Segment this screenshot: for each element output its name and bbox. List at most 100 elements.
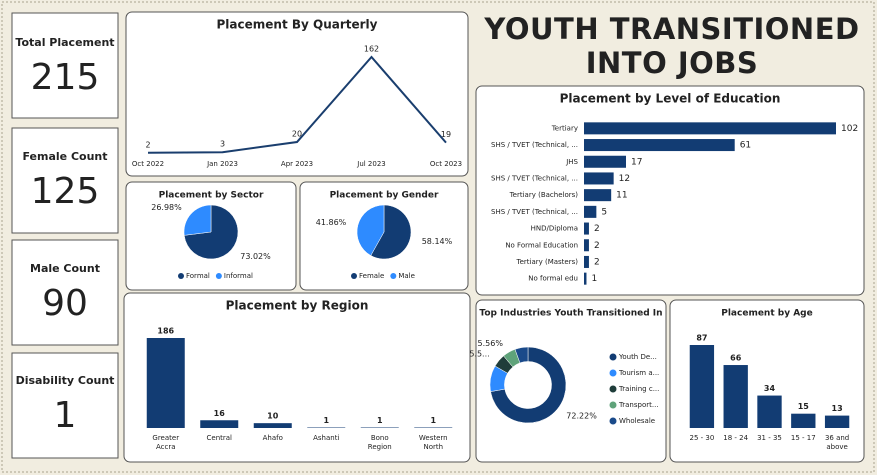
- legend-label: Wholesale: [619, 417, 655, 425]
- x-tick-label: Oct 2022: [132, 160, 164, 168]
- data-label: 5.5...: [469, 350, 489, 359]
- data-label: 1: [430, 416, 436, 425]
- y-tick-label: JHS: [565, 158, 578, 166]
- card: [11, 352, 119, 459]
- data-label: 13: [832, 404, 843, 413]
- bar: [824, 415, 850, 428]
- legend-label: Transport...: [618, 401, 659, 409]
- legend-label: Tourism a...: [618, 369, 659, 377]
- data-label: 26.98%: [151, 203, 182, 212]
- legend-marker: [215, 273, 222, 279]
- chart-title: Top Industries Youth Transitioned In: [479, 309, 662, 319]
- data-label: 186: [157, 327, 174, 336]
- bar: [723, 365, 748, 428]
- x-tick-label: Ashanti: [313, 434, 339, 442]
- bar: [253, 423, 292, 428]
- bar: [584, 122, 836, 135]
- x-tick-label: Western North: [419, 434, 448, 451]
- data-label: 41.86%: [316, 218, 347, 227]
- x-tick-label: 31 - 35: [757, 434, 782, 442]
- card-value: 125: [31, 171, 100, 212]
- card-value: 1: [54, 395, 77, 436]
- legend-marker: [609, 385, 617, 393]
- y-tick-label: Tertiary (Bachelors): [509, 191, 579, 199]
- bar: [200, 420, 239, 428]
- data-label: 61: [740, 141, 751, 151]
- data-label: 20: [292, 130, 302, 139]
- x-tick-label: Jul 2023: [356, 160, 386, 168]
- x-tick-label: 15 - 17: [791, 434, 816, 442]
- x-tick-label: 18 - 24: [723, 434, 748, 442]
- legend-marker: [609, 369, 617, 377]
- legend-marker: [178, 273, 184, 279]
- data-label: 17: [631, 157, 642, 167]
- data-label: 162: [364, 45, 379, 54]
- x-tick-label: Central: [207, 434, 233, 442]
- y-tick-label: No formal edu: [528, 275, 578, 283]
- chart-title: Placement by Level of Education: [560, 92, 781, 106]
- x-tick-label: Apr 2023: [281, 160, 313, 168]
- legend-marker: [609, 401, 617, 409]
- data-label: 3: [220, 140, 225, 149]
- bar: [584, 255, 589, 268]
- legend-marker: [351, 273, 357, 279]
- data-label: 5.56%: [478, 339, 504, 348]
- y-tick-label: Tertiary (Masters): [515, 258, 578, 266]
- panel: [475, 85, 865, 296]
- bar: [791, 413, 816, 428]
- chart-title: Placement by Sector: [159, 191, 264, 201]
- legend-label: Male: [398, 272, 415, 280]
- bar: [584, 222, 589, 235]
- slice: [490, 346, 567, 424]
- slice: [183, 204, 212, 236]
- y-tick-label: No Formal Education: [505, 241, 578, 249]
- slice: [370, 204, 412, 260]
- bar: [584, 239, 589, 252]
- bar: [584, 205, 597, 218]
- card-label: Total Placement: [15, 36, 114, 49]
- panel: [125, 11, 469, 177]
- x-tick-label: Oct 2023: [430, 160, 462, 168]
- bar: [584, 172, 614, 185]
- data-label: 2: [594, 257, 600, 267]
- bar: [757, 395, 782, 428]
- data-label: 2: [145, 140, 150, 149]
- line: [147, 55, 447, 154]
- y-tick-label: Tertiary: [551, 124, 578, 132]
- data-label: 102: [841, 124, 858, 134]
- panel: [669, 299, 865, 463]
- data-label: 1: [323, 416, 329, 425]
- data-label: 15: [798, 402, 810, 411]
- data-label: 16: [214, 409, 226, 418]
- x-tick-label: Bono Region: [368, 434, 392, 451]
- data-label: 1: [591, 274, 597, 284]
- data-label: 58.14%: [422, 237, 453, 246]
- chart-title: Placement by Region: [226, 299, 369, 313]
- y-tick-label: HND/Diploma: [531, 225, 578, 233]
- card-label: Male Count: [30, 262, 100, 275]
- legend-label: Female: [359, 272, 384, 280]
- legend-label: Informal: [224, 272, 253, 280]
- card-label: Disability Count: [16, 374, 115, 387]
- x-tick-label: 25 - 30: [690, 434, 715, 442]
- legend-marker: [609, 417, 617, 425]
- data-label: 66: [730, 354, 742, 363]
- y-tick-label: SHS / TVET (Technical, ...: [491, 141, 578, 149]
- data-label: 19: [441, 130, 451, 139]
- bar: [584, 139, 735, 152]
- chart-title: Placement by Age: [721, 309, 812, 319]
- card-label: Female Count: [22, 150, 107, 163]
- x-tick-label: 36 and above: [825, 434, 849, 451]
- x-tick-label: Jan 2023: [206, 160, 238, 168]
- y-tick-label: SHS / TVET (Technical, ...: [491, 208, 578, 216]
- card: [11, 239, 119, 346]
- chart-title: Placement by Gender: [330, 191, 439, 201]
- data-label: 34: [764, 384, 776, 393]
- data-label: 5: [601, 207, 607, 217]
- data-label: 87: [696, 334, 707, 343]
- slice: [514, 346, 529, 364]
- legend-label: Training c...: [618, 385, 659, 393]
- bar: [689, 345, 715, 428]
